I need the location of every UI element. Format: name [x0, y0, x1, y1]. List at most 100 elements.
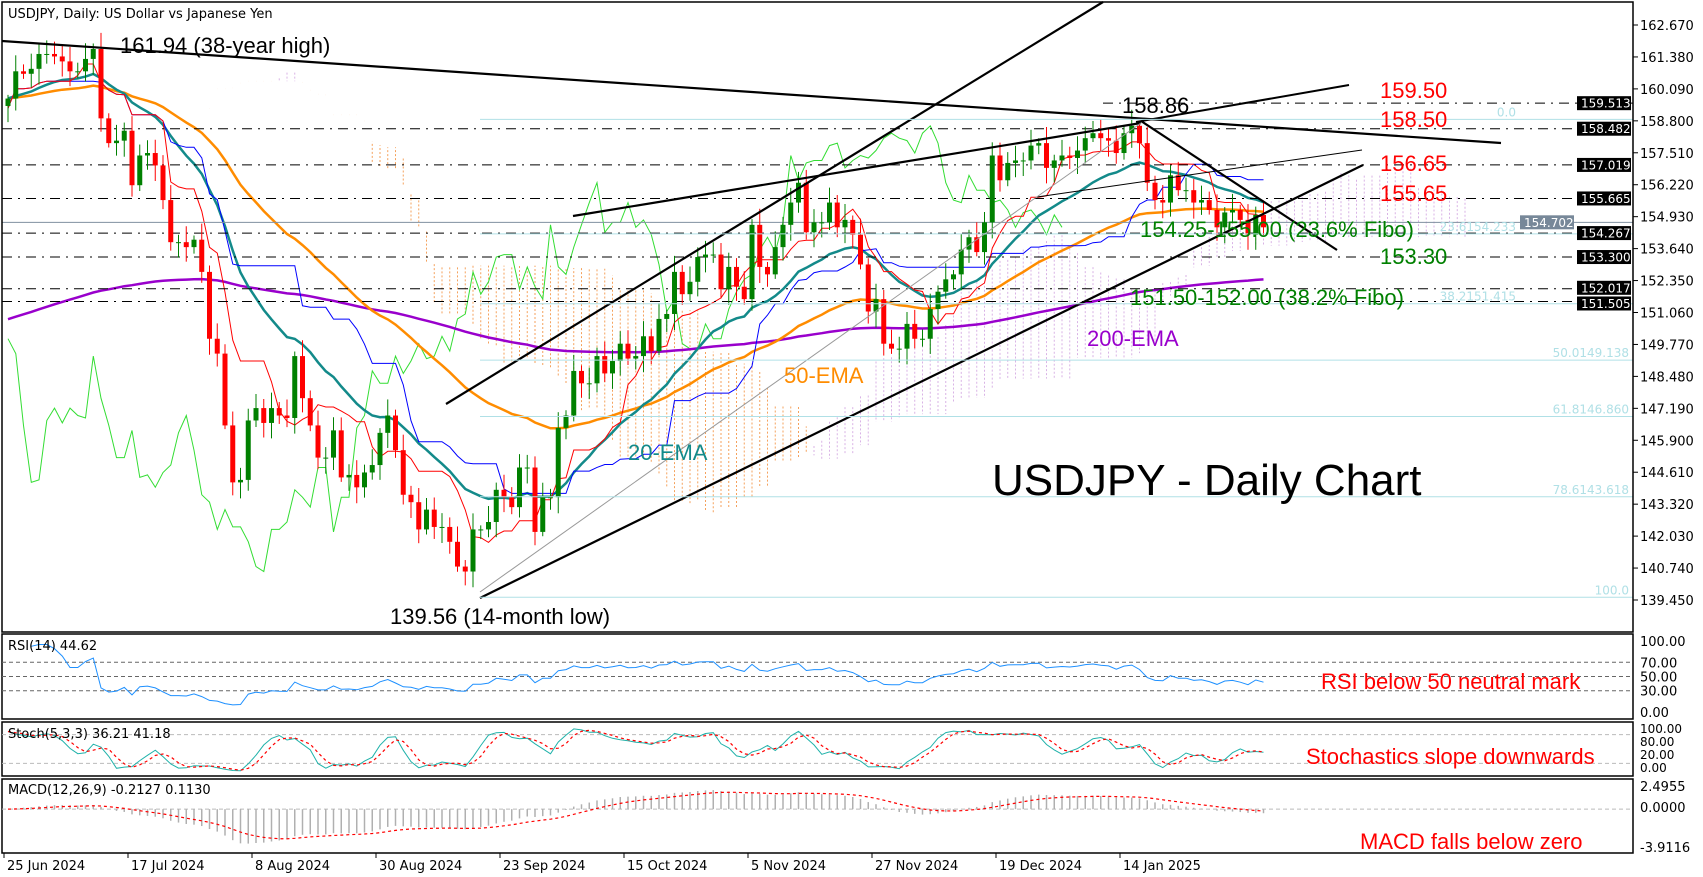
annotation-support-153-30: 153.30: [1380, 244, 1447, 269]
bullish-candle: [5, 98, 11, 106]
bullish-candle: [470, 529, 476, 572]
price-axis-label: 139.450: [1640, 594, 1694, 609]
price-tag-label: 153.300: [1581, 251, 1631, 265]
bearish-candle: [160, 165, 166, 201]
stoch-panel-frame: [1, 721, 1634, 777]
bullish-candle: [1121, 133, 1127, 154]
fibonacci-level-label: 61.8146.860: [1553, 403, 1629, 417]
bearish-candle: [1261, 214, 1266, 228]
bullish-candle: [362, 472, 367, 488]
long-term-descending-trendline: [1, 39, 1502, 145]
bearish-candle: [679, 271, 685, 295]
bullish-candle: [641, 336, 646, 357]
price-tag-label: 154.702: [1524, 216, 1574, 230]
ema-20-line: [7, 72, 1264, 501]
wedge-upper-line: [572, 121, 1142, 218]
annotations: 161.94 (38-year high) 158.86 159.50 158.…: [120, 33, 1595, 854]
bearish-candle: [261, 408, 267, 423]
tenkan-line: [7, 63, 1264, 544]
bullish-candle: [1253, 214, 1259, 235]
date-axis-label: 14 Jan 2025: [1123, 859, 1201, 874]
price-tag-label: 157.019: [1581, 158, 1631, 172]
fibonacci-level-label: 0.0: [1497, 105, 1516, 119]
annotation-peak: 158.86: [1122, 93, 1189, 118]
bearish-candle: [455, 541, 460, 567]
bearish-candle: [858, 234, 863, 265]
bearish-candle: [997, 155, 1003, 181]
bearish-candle: [431, 509, 437, 527]
bullish-candle: [121, 130, 127, 141]
price-tag-label: 155.665: [1581, 192, 1631, 206]
annotation-50-ema: 50-EMA: [784, 363, 864, 388]
bullish-candle: [1168, 175, 1173, 203]
bullish-candle: [176, 242, 181, 244]
rsi-axis-label: 30.00: [1640, 685, 1677, 700]
bearish-candle: [338, 430, 344, 478]
macd-signal-line: [7, 791, 1264, 840]
bearish-candle: [1160, 200, 1166, 203]
date-axis: 25 Jun 2024 17 Jul 2024 8 Aug 2024 30 Aug 2…: [3, 853, 1201, 874]
price-axis-label: 162.670: [1640, 19, 1694, 34]
bearish-candle: [447, 526, 453, 542]
bullish-candle: [827, 202, 832, 223]
bullish-candle: [982, 222, 987, 253]
date-axis-label: 8 Aug 2024: [255, 859, 330, 874]
bullish-candle: [617, 343, 623, 362]
kijun-line: [7, 80, 1264, 494]
annotation-38-year-high: 161.94 (38-year high): [120, 33, 330, 58]
bullish-candle: [920, 338, 925, 340]
bearish-candle: [1144, 143, 1150, 183]
price-tag-label: 154.267: [1581, 227, 1631, 241]
bearish-candle: [648, 336, 654, 352]
bullish-candle: [555, 427, 561, 498]
annotation-resistance-155-65: 155.65: [1380, 181, 1447, 206]
bullish-candle: [664, 313, 670, 319]
macd-axis-label: -3.9116: [1640, 841, 1690, 856]
price-axis-label: 140.740: [1640, 562, 1694, 577]
bullish-candle: [253, 408, 259, 421]
bearish-candle: [21, 71, 26, 74]
bearish-candle: [501, 489, 507, 498]
price-axis-label: 154.930: [1640, 211, 1694, 226]
price-axis-label: 145.900: [1640, 434, 1694, 449]
horizontal-levels: [2, 102, 1633, 302]
bearish-candle: [1152, 182, 1158, 201]
bullish-candle: [83, 58, 88, 72]
oscillators: [2, 644, 1633, 844]
bearish-candle: [1137, 125, 1142, 144]
bullish-candle: [703, 254, 708, 258]
bearish-candle: [881, 299, 887, 344]
rsi-axis-label: 0.00: [1640, 706, 1669, 721]
price-axis-label: 149.770: [1640, 338, 1694, 353]
bullish-candle: [966, 237, 972, 250]
bearish-candle: [834, 202, 840, 228]
short-term-descending-line: [1140, 120, 1338, 251]
bullish-candle: [323, 457, 329, 459]
bullish-candle: [28, 68, 34, 74]
bullish-candle: [517, 467, 522, 508]
bearish-candle: [889, 343, 894, 349]
date-axis-label: 19 Dec 2024: [999, 859, 1082, 874]
date-axis-label: 23 Sep 2024: [503, 859, 585, 874]
bullish-candle: [385, 415, 391, 433]
bearish-candle: [300, 356, 305, 399]
bearish-candle: [1113, 140, 1119, 154]
price-tag: [1520, 215, 1574, 230]
bearish-candle: [168, 200, 174, 243]
bullish-candle: [1013, 160, 1018, 163]
price-axis-label: 148.480: [1640, 370, 1694, 385]
stoch-axis-label: 80.00: [1640, 735, 1674, 749]
bullish-candle: [540, 497, 546, 532]
stoch-axis-label: 100.00: [1640, 722, 1682, 736]
bullish-candle: [1028, 145, 1034, 161]
bearish-candle: [230, 425, 236, 483]
bullish-candle: [331, 430, 336, 458]
price-tag-label: 158.482: [1581, 122, 1631, 136]
bullish-candle: [788, 202, 794, 225]
bearish-candle: [1106, 138, 1111, 141]
trendlines: [1, 1, 1502, 599]
channel-upper-line: [445, 1, 1104, 405]
bullish-candle: [811, 222, 817, 233]
date-axis-label: 27 Nov 2024: [875, 859, 958, 874]
